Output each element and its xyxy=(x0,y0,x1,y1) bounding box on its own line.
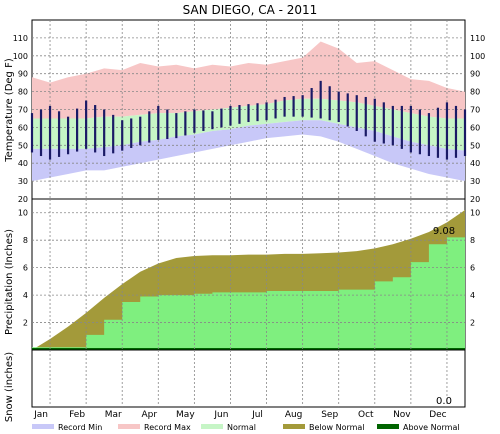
temperature-tick-right: 90 xyxy=(470,70,480,79)
temperature-tick-left: 40 xyxy=(18,159,28,168)
chart-title: SAN DIEGO, CA - 2011 xyxy=(183,3,318,17)
precipitation-tick-right: 6 xyxy=(470,264,475,273)
precipitation-axis-label: Precipitation (Inches) xyxy=(4,229,15,335)
legend-label: Record Max xyxy=(144,423,191,432)
temperature-tick-left: 30 xyxy=(18,177,28,186)
precipitation-tick-right: 8 xyxy=(470,236,475,245)
precipitation-tick-left: 2 xyxy=(23,319,28,328)
temperature-tick-right: 110 xyxy=(470,34,485,43)
month-label: Mar xyxy=(105,410,122,420)
month-label: Sep xyxy=(321,410,338,420)
month-label: May xyxy=(176,410,195,420)
legend-label: Record Min xyxy=(58,423,102,432)
snow-panel: Snow (inches) 0.0 xyxy=(4,349,466,422)
temperature-tick-left: 50 xyxy=(18,141,28,150)
precipitation-tick-left: 8 xyxy=(23,236,28,245)
precipitation-tick-right: 2 xyxy=(470,319,475,328)
precipitation-tick-left: 4 xyxy=(23,291,28,300)
month-label: Dec xyxy=(429,410,446,420)
legend-swatch xyxy=(377,424,399,429)
temperature-tick-left: 60 xyxy=(18,123,28,132)
temperature-tick-right: 70 xyxy=(470,106,480,115)
month-label: Oct xyxy=(358,410,374,420)
temperature-tick-right: 20 xyxy=(470,195,480,204)
temperature-tick-right: 100 xyxy=(470,52,485,61)
temperature-tick-right: 60 xyxy=(470,123,480,132)
legend-label: Normal xyxy=(227,423,256,432)
month-label: Jan xyxy=(33,410,48,420)
temperature-tick-left: 70 xyxy=(18,106,28,115)
temperature-tick-left: 90 xyxy=(18,70,28,79)
month-label: Jul xyxy=(251,410,263,420)
snow-plot-area xyxy=(31,349,466,408)
precipitation-tick-left: 10 xyxy=(18,209,28,218)
precipitation-panel: 2 2 4 4 6 6 8 8 10 10 Precipitation (Inches) 9.08 xyxy=(4,198,480,351)
precipitation-total-label: 9.08 xyxy=(433,226,455,237)
temperature-tick-left: 110 xyxy=(13,34,28,43)
temperature-tick-right: 50 xyxy=(470,141,480,150)
temperature-tick-right: 40 xyxy=(470,159,480,168)
month-label: Nov xyxy=(393,410,411,420)
legend: Record Min Record Max Normal Below Normal Ab… xyxy=(32,423,460,432)
temperature-tick-left: 80 xyxy=(18,88,28,97)
temperature-tick-right: 30 xyxy=(470,177,480,186)
legend-swatch xyxy=(32,424,54,429)
month-label: Feb xyxy=(69,410,85,420)
precipitation-tick-left: 6 xyxy=(23,264,28,273)
legend-swatch xyxy=(201,424,223,429)
precipitation-tick-right: 10 xyxy=(470,209,480,218)
snow-total-label: 0.0 xyxy=(436,396,452,407)
legend-swatch xyxy=(118,424,140,429)
month-label: Aug xyxy=(285,410,303,420)
record-min-band xyxy=(32,120,465,182)
month-label: Apr xyxy=(141,410,157,420)
temperature-panel: 30 30 40 40 50 50 60 60 70 70 80 80 90 90 100 100 110 110… xyxy=(4,19,485,204)
snow-axis-label: Snow (inches) xyxy=(4,352,15,422)
temperature-tick-right: 80 xyxy=(470,88,480,97)
legend-swatch xyxy=(283,424,305,429)
temperature-tick-left: 20 xyxy=(18,195,28,204)
temperature-tick-left: 100 xyxy=(13,52,28,61)
precipitation-tick-right: 4 xyxy=(470,291,475,300)
observed-precipitation-area xyxy=(32,225,465,350)
month-label: Jun xyxy=(213,410,228,420)
legend-label: Above Normal xyxy=(403,423,460,432)
legend-label: Below Normal xyxy=(309,423,365,432)
temperature-axis-label: Temperature (Deg F) xyxy=(4,58,15,163)
